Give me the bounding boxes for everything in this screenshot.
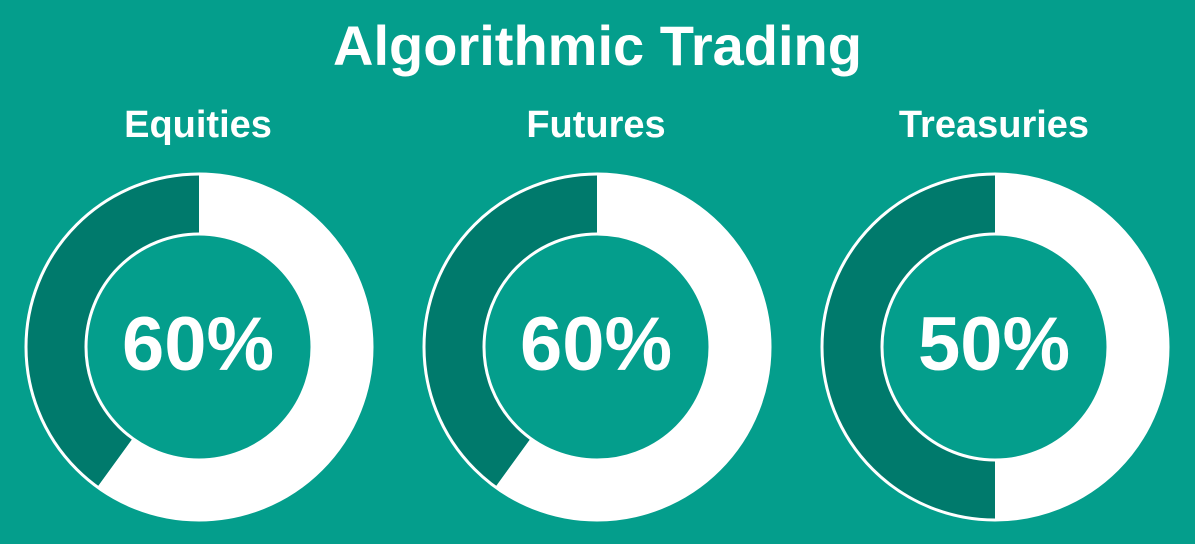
- donut-slice-share: [495, 174, 770, 520]
- donut-graphic: [820, 172, 1170, 522]
- donut-title: Equities: [124, 104, 272, 146]
- donut-chart-futures: Futures 60%: [398, 0, 794, 544]
- donut-inner-outline: [880, 232, 1110, 462]
- donut-outer-outline: [820, 172, 1170, 522]
- donut-slice-share: [995, 174, 1168, 520]
- donut-slice-remainder: [822, 174, 995, 520]
- donut-title: Treasuries: [898, 104, 1090, 146]
- donut-slice-share: [97, 174, 373, 520]
- donut-graphic: [24, 172, 374, 522]
- donut-slice-remainder: [424, 174, 597, 487]
- donut-inner-outline: [482, 232, 712, 462]
- donut-value-label: 60%: [121, 302, 275, 387]
- donut-value-label: 60%: [519, 302, 673, 387]
- donut-title: Futures: [526, 104, 666, 146]
- donut-outer-outline: [24, 172, 374, 522]
- donut-outer-outline: [422, 172, 772, 522]
- donut-graphic: [422, 172, 772, 522]
- donut-value-label: 50%: [917, 302, 1071, 387]
- donut-chart-treasuries: Treasuries 50%: [796, 0, 1192, 544]
- donut-inner-outline: [84, 232, 314, 462]
- donut-chart-equities: Equities 60%: [0, 0, 396, 544]
- donut-slice-remainder: [26, 174, 200, 487]
- page-title: Algorithmic Trading: [333, 14, 862, 77]
